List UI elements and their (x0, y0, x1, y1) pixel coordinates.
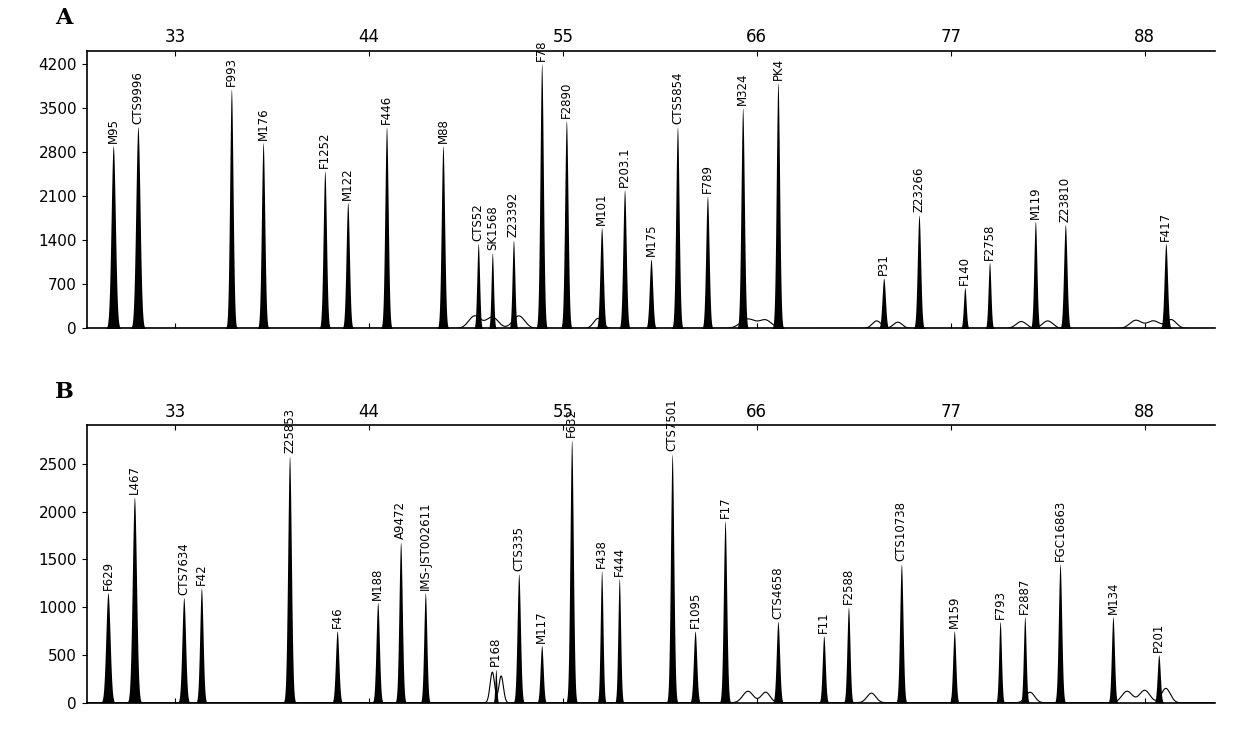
Text: F11: F11 (817, 611, 831, 633)
Text: M101: M101 (595, 193, 608, 225)
Text: CTS7501: CTS7501 (666, 399, 678, 452)
Text: M175: M175 (645, 224, 657, 256)
Text: M134: M134 (1106, 581, 1120, 614)
Text: M188: M188 (371, 567, 384, 600)
Text: Z23392: Z23392 (507, 193, 520, 237)
Text: CTS52: CTS52 (471, 203, 485, 241)
Text: M176: M176 (257, 107, 269, 140)
Text: F46: F46 (331, 607, 343, 628)
Text: P201: P201 (1152, 623, 1166, 652)
Text: F438: F438 (595, 539, 608, 568)
Text: F2758: F2758 (983, 223, 996, 260)
Text: A9472: A9472 (394, 501, 407, 539)
Text: L467: L467 (128, 466, 141, 494)
Text: M122: M122 (341, 167, 355, 200)
Text: P168: P168 (490, 637, 502, 667)
Text: F2588: F2588 (842, 568, 854, 605)
Text: Z23810: Z23810 (1059, 176, 1071, 222)
Text: F632: F632 (565, 408, 578, 437)
Text: M119: M119 (1029, 186, 1042, 219)
Text: PK4: PK4 (771, 58, 785, 80)
Text: M117: M117 (536, 610, 548, 643)
Text: F17: F17 (718, 497, 732, 518)
Text: Z23266: Z23266 (913, 167, 925, 212)
Text: F2890: F2890 (560, 81, 573, 118)
Text: F78: F78 (536, 40, 548, 61)
Text: F789: F789 (701, 165, 714, 193)
Text: P31: P31 (877, 253, 890, 275)
Text: F629: F629 (102, 561, 114, 590)
Text: CTS9996: CTS9996 (131, 71, 144, 124)
Text: F793: F793 (993, 590, 1007, 619)
Text: Z25853: Z25853 (283, 408, 296, 453)
Text: F2887: F2887 (1018, 578, 1032, 614)
Text: P203.1: P203.1 (618, 146, 631, 187)
Text: SK1568: SK1568 (486, 206, 498, 250)
Text: B: B (56, 381, 74, 403)
Text: M324: M324 (737, 72, 749, 105)
Text: F417: F417 (1159, 212, 1172, 241)
Text: M159: M159 (947, 596, 961, 628)
Text: CTS10738: CTS10738 (895, 501, 908, 561)
Text: F446: F446 (379, 95, 393, 124)
Text: A: A (56, 7, 73, 29)
Text: CTS335: CTS335 (512, 526, 526, 571)
Text: CTS5854: CTS5854 (671, 72, 684, 124)
Text: IMS-JST002611: IMS-JST002611 (419, 501, 432, 590)
Text: FGC16863: FGC16863 (1054, 500, 1066, 561)
Text: F1095: F1095 (688, 592, 702, 628)
Text: CTS7634: CTS7634 (177, 542, 190, 595)
Text: F993: F993 (224, 57, 238, 86)
Text: F42: F42 (195, 564, 208, 585)
Text: M88: M88 (436, 118, 449, 143)
Text: M95: M95 (107, 118, 120, 143)
Text: CTS4658: CTS4658 (771, 566, 785, 619)
Text: F140: F140 (959, 255, 971, 285)
Text: F1252: F1252 (319, 132, 331, 168)
Text: F444: F444 (613, 547, 626, 575)
